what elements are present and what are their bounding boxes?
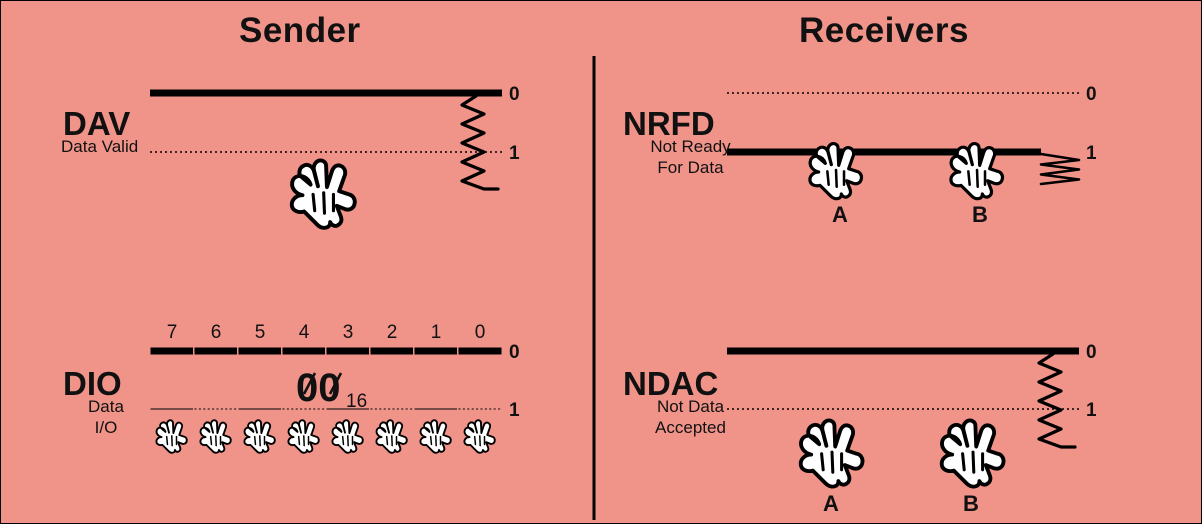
svg-text:0: 0 xyxy=(475,322,486,343)
svg-text:4: 4 xyxy=(299,322,310,343)
svg-text:3: 3 xyxy=(343,322,354,343)
svg-text:1: 1 xyxy=(509,143,520,164)
svg-text:0: 0 xyxy=(1086,342,1097,363)
svg-text:1: 1 xyxy=(509,400,520,421)
svg-text:1: 1 xyxy=(1086,143,1097,164)
svg-text:0: 0 xyxy=(509,84,520,105)
svg-text:7: 7 xyxy=(167,322,178,343)
svg-text:2: 2 xyxy=(387,322,398,343)
svg-text:0: 0 xyxy=(1086,84,1097,105)
svg-text:1: 1 xyxy=(1086,400,1097,421)
svg-text:6: 6 xyxy=(211,322,222,343)
svg-text:5: 5 xyxy=(255,322,266,343)
svg-text:0: 0 xyxy=(509,342,520,363)
svg-text:1: 1 xyxy=(431,322,442,343)
